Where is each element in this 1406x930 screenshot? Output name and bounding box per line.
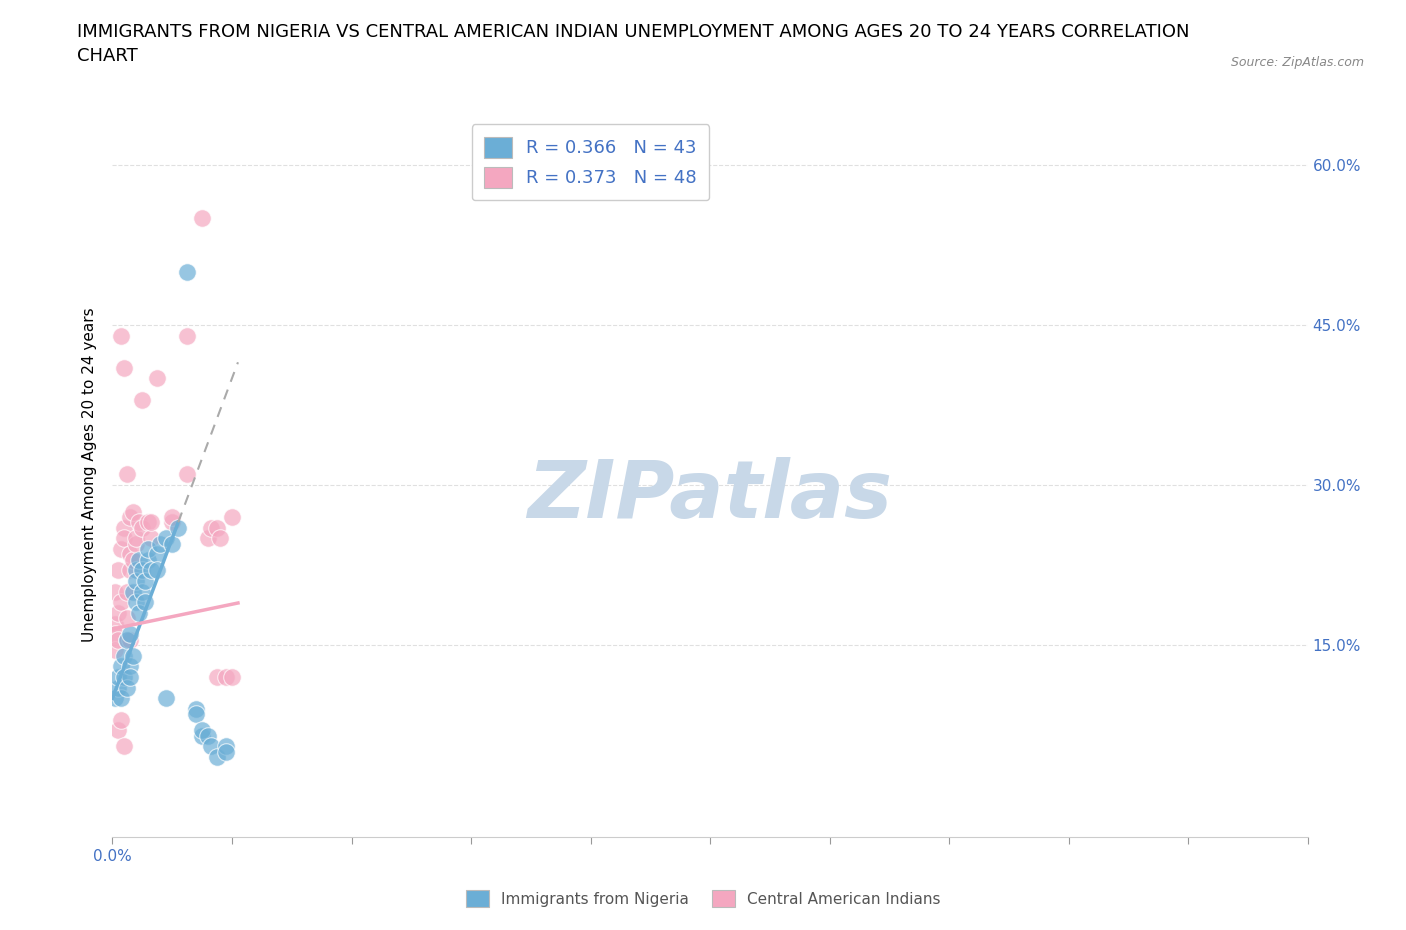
Point xyxy=(205,750,228,764)
Text: Source: ZipAtlas.com: Source: ZipAtlas.com xyxy=(1230,56,1364,69)
Point xyxy=(176,328,198,343)
Point xyxy=(200,738,222,753)
Point xyxy=(186,707,208,722)
Text: IMMIGRANTS FROM NIGERIA VS CENTRAL AMERICAN INDIAN UNEMPLOYMENT AMONG AGES 20 TO: IMMIGRANTS FROM NIGERIA VS CENTRAL AMERI… xyxy=(77,23,1189,65)
Point xyxy=(120,510,142,525)
Point xyxy=(122,648,145,663)
Point xyxy=(162,515,183,530)
Point xyxy=(205,520,228,535)
Point xyxy=(117,584,139,599)
Point xyxy=(191,728,214,743)
Point xyxy=(209,531,232,546)
Point xyxy=(107,563,129,578)
Point xyxy=(128,552,150,567)
Point xyxy=(205,670,228,684)
Point xyxy=(138,552,160,567)
Point xyxy=(197,728,219,743)
Point xyxy=(215,670,238,684)
Point xyxy=(200,520,222,535)
Text: ZIPatlas: ZIPatlas xyxy=(527,457,893,535)
Legend: R = 0.366   N = 43, R = 0.373   N = 48: R = 0.366 N = 43, R = 0.373 N = 48 xyxy=(472,125,709,200)
Point xyxy=(146,563,169,578)
Point xyxy=(114,648,135,663)
Point xyxy=(125,531,148,546)
Point xyxy=(138,541,160,556)
Point xyxy=(117,632,139,647)
Point xyxy=(122,584,145,599)
Point xyxy=(107,632,129,647)
Point xyxy=(117,611,139,626)
Point xyxy=(141,531,163,546)
Point xyxy=(125,563,148,578)
Point xyxy=(155,531,177,546)
Point xyxy=(120,658,142,673)
Point xyxy=(114,531,135,546)
Point xyxy=(117,632,139,647)
Point xyxy=(162,510,183,525)
Point xyxy=(120,547,142,562)
Point xyxy=(107,605,129,620)
Point xyxy=(114,670,135,684)
Point xyxy=(122,504,145,519)
Point xyxy=(134,595,156,610)
Point xyxy=(162,537,183,551)
Point xyxy=(110,541,132,556)
Point xyxy=(167,520,190,535)
Point xyxy=(131,584,153,599)
Point xyxy=(186,701,208,716)
Point xyxy=(176,264,198,279)
Point xyxy=(191,211,214,226)
Point xyxy=(176,467,198,482)
Point xyxy=(146,547,169,562)
Point xyxy=(122,552,145,567)
Point xyxy=(104,617,127,631)
Point xyxy=(191,723,214,737)
Point xyxy=(114,738,135,753)
Point xyxy=(215,744,238,759)
Point xyxy=(138,515,160,530)
Point xyxy=(155,691,177,706)
Point xyxy=(107,670,129,684)
Point xyxy=(146,371,169,386)
Point xyxy=(114,360,135,375)
Point xyxy=(131,563,153,578)
Point xyxy=(221,670,243,684)
Point xyxy=(125,595,148,610)
Point xyxy=(131,392,153,407)
Point xyxy=(131,520,153,535)
Point xyxy=(120,627,142,642)
Point xyxy=(134,574,156,589)
Point xyxy=(110,712,132,727)
Point xyxy=(215,738,238,753)
Point xyxy=(114,520,135,535)
Y-axis label: Unemployment Among Ages 20 to 24 years: Unemployment Among Ages 20 to 24 years xyxy=(82,307,97,642)
Point xyxy=(120,670,142,684)
Point xyxy=(104,691,127,706)
Point xyxy=(120,632,142,647)
Point xyxy=(141,563,163,578)
Point xyxy=(110,658,132,673)
Point xyxy=(117,680,139,695)
Point xyxy=(117,467,139,482)
Point xyxy=(128,515,150,530)
Point xyxy=(110,595,132,610)
Point xyxy=(110,328,132,343)
Point xyxy=(104,584,127,599)
Point xyxy=(110,691,132,706)
Point xyxy=(197,531,219,546)
Point xyxy=(141,515,163,530)
Point xyxy=(125,537,148,551)
Point xyxy=(125,574,148,589)
Point xyxy=(120,563,142,578)
Point xyxy=(104,627,127,642)
Point xyxy=(128,605,150,620)
Point xyxy=(221,510,243,525)
Point xyxy=(149,537,172,551)
Legend: Immigrants from Nigeria, Central American Indians: Immigrants from Nigeria, Central America… xyxy=(460,884,946,913)
Point xyxy=(104,643,127,658)
Point xyxy=(107,723,129,737)
Point xyxy=(107,680,129,695)
